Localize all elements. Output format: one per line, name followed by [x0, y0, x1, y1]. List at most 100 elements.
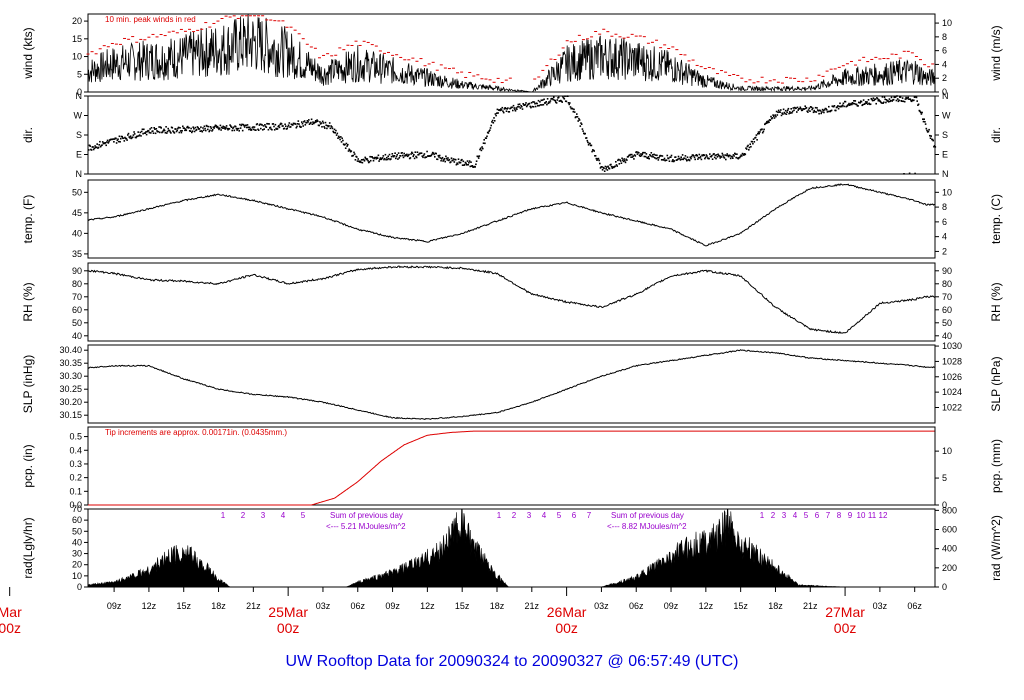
- direction-point: [477, 155, 479, 158]
- direction-point: [301, 121, 303, 123]
- direction-point: [658, 156, 660, 159]
- direction-point: [653, 153, 655, 156]
- y-tick-label-right: 10: [942, 187, 952, 197]
- direction-point: [226, 127, 229, 130]
- direction-point: [123, 140, 126, 142]
- y-tick-label-right: 6: [942, 46, 947, 56]
- direction-point: [296, 125, 298, 128]
- direction-point: [511, 106, 513, 109]
- direction-point: [852, 102, 854, 105]
- direction-point: [317, 120, 319, 122]
- y-tick-label-right: N: [942, 169, 949, 179]
- direction-point: [303, 121, 305, 123]
- direction-point: [690, 155, 693, 158]
- direction-point: [503, 108, 506, 110]
- direction-point: [645, 153, 648, 155]
- direction-point: [209, 129, 211, 132]
- direction-point: [896, 95, 898, 97]
- direction-point: [851, 103, 853, 106]
- direction-point: [150, 132, 152, 134]
- direction-point: [647, 155, 650, 158]
- direction-point: [789, 111, 791, 113]
- direction-point: [372, 157, 374, 159]
- direction-point: [698, 153, 701, 156]
- direction-point: [143, 128, 145, 131]
- y-tick-label: 30.35: [59, 358, 82, 368]
- direction-point: [262, 129, 264, 131]
- direction-point: [822, 109, 825, 112]
- x-date-hour: 00z: [555, 620, 578, 636]
- direction-point: [715, 154, 718, 156]
- direction-point: [116, 139, 119, 142]
- direction-point: [545, 101, 547, 103]
- direction-point: [736, 153, 738, 155]
- y-tick-label-right: 10: [942, 446, 952, 456]
- solar-hour-label: 7: [587, 511, 592, 520]
- y-tick-label: 30: [72, 549, 82, 559]
- direction-point: [457, 158, 460, 160]
- direction-point: [132, 134, 135, 136]
- direction-point: [373, 157, 375, 160]
- x-tick-label: 15z: [733, 601, 748, 611]
- direction-point: [92, 148, 95, 151]
- y-axis-label: wind (kts): [21, 27, 35, 79]
- direction-point: [388, 153, 391, 156]
- y-tick-label-right: 60: [942, 305, 952, 315]
- direction-point: [122, 137, 125, 139]
- direction-point: [699, 157, 701, 159]
- direction-point: [341, 137, 343, 140]
- direction-point: [435, 152, 437, 155]
- direction-point: [647, 157, 649, 159]
- direction-point: [644, 155, 647, 158]
- direction-point: [298, 125, 301, 127]
- direction-point: [644, 151, 646, 154]
- direction-point: [519, 107, 522, 109]
- direction-point: [808, 107, 811, 109]
- direction-point: [919, 111, 922, 114]
- direction-point: [356, 156, 358, 158]
- y-tick-label-right: 600: [942, 525, 957, 535]
- direction-point: [591, 150, 593, 153]
- direction-point: [259, 123, 261, 125]
- direction-point: [674, 156, 677, 158]
- direction-point: [813, 109, 815, 112]
- direction-point: [311, 123, 314, 125]
- direction-point: [422, 156, 424, 159]
- direction-point: [191, 131, 193, 134]
- direction-point: [332, 130, 334, 133]
- direction-point: [264, 124, 266, 126]
- direction-point: [415, 156, 418, 159]
- direction-point: [624, 161, 627, 164]
- direction-point: [633, 158, 635, 160]
- direction-point: [844, 100, 847, 103]
- direction-point: [391, 153, 394, 155]
- direction-point: [337, 137, 339, 139]
- direction-point: [890, 96, 893, 99]
- direction-point: [518, 105, 520, 108]
- direction-point: [651, 154, 654, 156]
- x-tick-label: 06z: [351, 601, 366, 611]
- direction-point: [867, 103, 869, 105]
- y-tick-label: 30.25: [59, 384, 82, 394]
- direction-point: [578, 117, 580, 120]
- direction-point: [525, 102, 527, 104]
- x-tick-label: 12z: [142, 601, 157, 611]
- direction-point: [269, 126, 272, 129]
- direction-point: [539, 104, 542, 106]
- direction-point: [302, 125, 304, 127]
- direction-point: [253, 126, 256, 128]
- direction-point: [352, 154, 355, 157]
- direction-point: [413, 154, 415, 156]
- direction-point: [771, 117, 774, 119]
- direction-point: [754, 136, 757, 139]
- solar-hour-label: 2: [771, 511, 776, 520]
- x-tick-label: 06z: [907, 601, 922, 611]
- direction-point: [169, 131, 172, 133]
- direction-point: [401, 152, 403, 154]
- direction-point: [118, 135, 121, 138]
- direction-point: [910, 100, 913, 103]
- direction-point: [720, 156, 723, 158]
- direction-point: [172, 130, 174, 132]
- direction-point: [578, 119, 581, 121]
- direction-point: [630, 156, 632, 158]
